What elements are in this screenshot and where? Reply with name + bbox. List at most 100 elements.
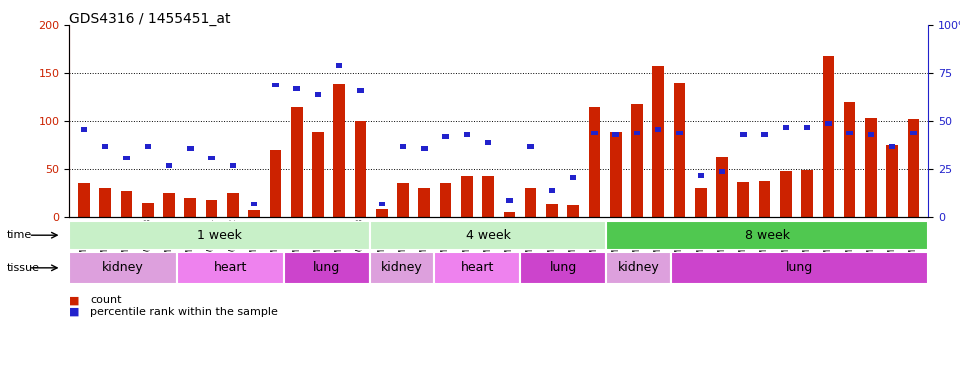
Bar: [121, 191, 132, 217]
Bar: [886, 145, 898, 217]
Bar: [631, 104, 643, 217]
Bar: [69, 252, 177, 284]
Bar: [844, 102, 855, 217]
Bar: [907, 119, 920, 217]
Bar: [588, 107, 600, 217]
Bar: [357, 88, 364, 93]
Bar: [719, 169, 725, 174]
Bar: [78, 184, 90, 217]
Bar: [145, 144, 151, 149]
Bar: [847, 131, 852, 136]
Text: kidney: kidney: [102, 262, 144, 274]
Text: percentile rank within the sample: percentile rank within the sample: [90, 307, 278, 317]
Bar: [354, 121, 367, 217]
Bar: [674, 83, 685, 217]
Bar: [780, 171, 792, 217]
Bar: [606, 252, 670, 284]
Bar: [399, 144, 406, 149]
Bar: [485, 140, 492, 145]
Bar: [81, 127, 87, 132]
Bar: [376, 209, 388, 217]
Bar: [461, 176, 472, 217]
Bar: [634, 131, 640, 136]
Bar: [177, 252, 284, 284]
Bar: [102, 144, 108, 149]
Text: GDS4316 / 1455451_at: GDS4316 / 1455451_at: [69, 12, 230, 25]
Bar: [443, 134, 448, 139]
Bar: [865, 118, 876, 217]
Bar: [440, 184, 451, 217]
Bar: [249, 210, 260, 217]
Bar: [868, 132, 875, 137]
Bar: [826, 121, 831, 126]
Bar: [251, 202, 257, 207]
Bar: [315, 92, 322, 97]
Bar: [184, 198, 196, 217]
Text: kidney: kidney: [381, 262, 423, 274]
Text: lung: lung: [549, 262, 577, 274]
Bar: [336, 63, 343, 68]
Bar: [570, 175, 576, 180]
Text: tissue: tissue: [7, 263, 39, 273]
Bar: [698, 173, 704, 178]
Text: 4 week: 4 week: [466, 229, 511, 242]
Bar: [546, 205, 558, 217]
Bar: [737, 182, 749, 217]
Bar: [205, 200, 218, 217]
Text: lung: lung: [786, 262, 813, 274]
Bar: [273, 83, 278, 88]
Bar: [229, 163, 236, 168]
Bar: [208, 156, 215, 161]
Bar: [910, 131, 917, 136]
Bar: [333, 84, 345, 217]
Bar: [567, 205, 579, 217]
Bar: [740, 132, 747, 137]
Bar: [100, 188, 111, 217]
Bar: [520, 252, 606, 284]
Text: heart: heart: [461, 262, 494, 274]
Bar: [69, 221, 370, 250]
Bar: [421, 146, 427, 151]
Text: heart: heart: [213, 262, 247, 274]
Text: time: time: [7, 230, 32, 240]
Bar: [503, 212, 516, 217]
Bar: [163, 193, 175, 217]
Bar: [434, 252, 520, 284]
Bar: [312, 132, 324, 217]
Bar: [670, 252, 928, 284]
Bar: [804, 125, 810, 130]
Bar: [270, 150, 281, 217]
Bar: [527, 144, 534, 149]
Bar: [525, 188, 537, 217]
Bar: [370, 252, 434, 284]
Bar: [889, 144, 896, 149]
Bar: [676, 131, 683, 136]
Text: 1 week: 1 week: [197, 229, 242, 242]
Text: 8 week: 8 week: [745, 229, 790, 242]
Bar: [227, 193, 239, 217]
Bar: [610, 132, 621, 217]
Bar: [802, 170, 813, 217]
Bar: [653, 66, 664, 217]
Bar: [378, 202, 385, 207]
Bar: [419, 188, 430, 217]
Bar: [284, 252, 370, 284]
Text: ■: ■: [69, 295, 80, 305]
Bar: [166, 163, 172, 168]
Bar: [370, 221, 606, 250]
Bar: [782, 125, 789, 130]
Text: kidney: kidney: [617, 262, 660, 274]
Bar: [695, 188, 707, 217]
Bar: [142, 203, 154, 217]
Bar: [464, 132, 470, 137]
Bar: [294, 86, 300, 91]
Bar: [716, 157, 728, 217]
Bar: [591, 131, 598, 136]
Bar: [397, 184, 409, 217]
Bar: [549, 188, 555, 193]
Bar: [655, 127, 661, 132]
Bar: [187, 146, 194, 151]
Bar: [612, 132, 619, 137]
Bar: [506, 198, 513, 203]
Bar: [761, 132, 768, 137]
